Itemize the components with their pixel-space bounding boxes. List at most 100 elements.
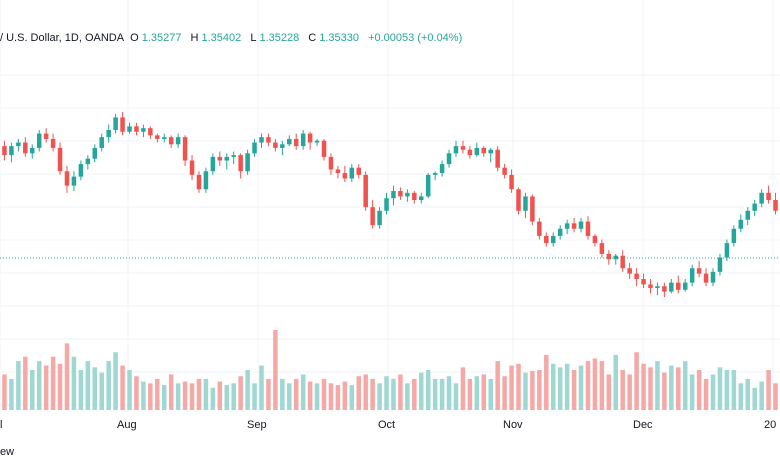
candle (717, 253, 723, 276)
candle (467, 146, 473, 159)
volume-bar (613, 354, 619, 410)
candle-body (613, 255, 619, 260)
volume-bar (648, 367, 653, 410)
candle (161, 133, 167, 143)
volume-bar (682, 361, 688, 410)
volume-bar (696, 370, 702, 410)
candle-body (356, 167, 361, 175)
candle-body (259, 137, 264, 143)
volume-bar (669, 365, 674, 410)
volume-bar (370, 378, 375, 410)
candle-body (509, 174, 514, 190)
volume-bar (30, 370, 35, 410)
volume-bar (57, 363, 63, 410)
candle-body (363, 174, 368, 208)
volume-bar (620, 370, 625, 410)
candle (509, 169, 514, 193)
volume-bar (738, 383, 744, 410)
volume-bar (9, 378, 14, 410)
volume-bar (516, 363, 521, 410)
symbol-label: / U.S. Dollar, 1D, OANDA (0, 32, 125, 44)
candle-body (189, 160, 195, 175)
volume-bar (196, 378, 202, 410)
candle-body (669, 282, 674, 292)
candle (391, 185, 396, 206)
volume-bar (92, 367, 98, 410)
candle (293, 133, 299, 150)
candle (682, 279, 688, 292)
volume-bar (412, 378, 417, 410)
volume-bar (182, 381, 188, 410)
volume-bar (141, 381, 146, 410)
x-tick-label: Sep (247, 419, 267, 431)
volume-bar (328, 383, 334, 410)
x-tick-label: 20 (764, 419, 776, 431)
candle (571, 217, 577, 233)
candle-body (724, 243, 730, 258)
candle-body (155, 135, 160, 139)
candle-body (655, 286, 660, 289)
candle-body (544, 235, 549, 244)
candle (43, 128, 49, 143)
candle-body (314, 140, 320, 143)
candle-body (16, 142, 21, 147)
candle (300, 129, 306, 150)
candle (280, 140, 285, 156)
candle (530, 194, 535, 226)
volume-bar (752, 387, 757, 410)
candle-body (342, 173, 348, 179)
candle (342, 165, 348, 183)
candle-body (64, 171, 70, 186)
candle (655, 282, 660, 296)
candle (585, 216, 591, 240)
candle (439, 160, 445, 177)
volume-bar (460, 367, 466, 410)
candle-body (710, 271, 716, 283)
candle-body (203, 171, 209, 190)
volume-bar (599, 361, 605, 410)
volume-bar (710, 374, 716, 410)
volume-bar (231, 383, 236, 410)
candle (398, 187, 403, 201)
candle (544, 232, 549, 247)
candle-body (231, 155, 236, 157)
volume-bar (50, 356, 56, 410)
candle-body (252, 142, 257, 154)
volume-bar (43, 365, 49, 410)
candle-body (620, 255, 625, 269)
candle-body (599, 243, 605, 254)
candle-body (481, 147, 487, 154)
volume-bar (245, 370, 250, 410)
volume-bar (203, 378, 209, 410)
candle-body (412, 192, 417, 201)
candle (363, 171, 368, 211)
candle (50, 133, 56, 152)
x-tick-label: Aug (117, 419, 137, 431)
candle-body (648, 284, 653, 289)
volume-bar (217, 381, 223, 410)
change-label: +0.00053 (+0.04%) (368, 32, 463, 44)
volume-bar (280, 378, 285, 410)
volume-bar (446, 376, 452, 410)
candle (745, 207, 750, 226)
volume-bar (759, 381, 764, 410)
candle (113, 113, 118, 134)
volume-bar (544, 354, 549, 410)
candle (314, 138, 320, 147)
candle-body (293, 138, 299, 147)
volume-bar (724, 370, 730, 410)
candle (99, 133, 104, 152)
candle-body (578, 221, 584, 229)
volume-bar (481, 374, 487, 410)
volume-series (2, 330, 778, 410)
footer-text: ew (0, 446, 15, 458)
candle-body (752, 203, 757, 211)
candle (773, 192, 778, 215)
volume-bar (155, 378, 160, 410)
candle-body (502, 167, 507, 175)
candle-body (592, 235, 598, 244)
volume-bar (773, 383, 778, 410)
candle-body (676, 282, 681, 290)
candle (217, 151, 223, 166)
